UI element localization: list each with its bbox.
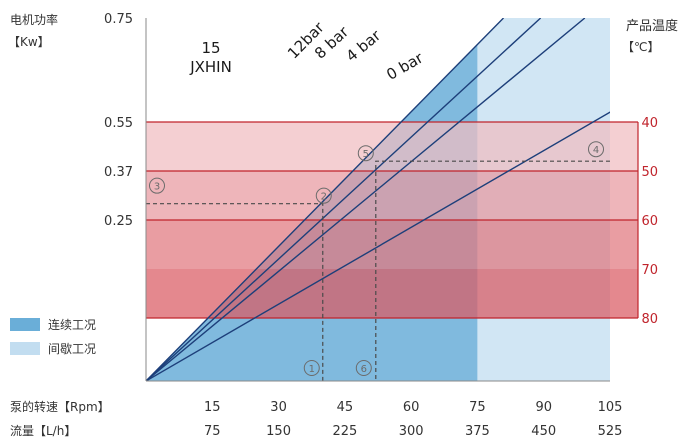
x-tick-rpm: 45 xyxy=(337,400,354,415)
right-tick-label: 50 xyxy=(641,165,658,180)
left-tick-label: 0.55 xyxy=(104,116,133,131)
annotation-marker-6 xyxy=(355,360,372,376)
left-tick-label: 0.25 xyxy=(104,214,133,229)
series-line-1 xyxy=(146,18,542,381)
annotation-label-1: 1 xyxy=(309,364,315,375)
x-tick-flow: 300 xyxy=(399,424,424,439)
x-tick-rpm: 60 xyxy=(403,400,420,415)
x-tick-rpm: 15 xyxy=(204,400,221,415)
annotation-label-6: 6 xyxy=(361,364,367,375)
guide-line-temperature xyxy=(375,160,610,381)
legend-label-1: 间歇工况 xyxy=(48,342,96,356)
right-tick-label: 40 xyxy=(641,116,658,131)
x-tick-rpm: 75 xyxy=(469,400,486,415)
right-axis-label-line-2: 【℃】 xyxy=(622,40,659,54)
x-tick-flow: 75 xyxy=(204,424,221,439)
x-tick-rpm: 90 xyxy=(535,400,552,415)
series-line-2 xyxy=(146,18,586,381)
annotation-marker-5 xyxy=(357,145,374,162)
annotation-marker-4 xyxy=(588,141,604,158)
right-tick-label: 70 xyxy=(641,263,658,278)
left-tick-label: 0.37 xyxy=(104,165,133,180)
annotation-marker-1 xyxy=(303,360,320,376)
left-tick-label: 0.75 xyxy=(104,12,133,27)
x-tick-flow: 375 xyxy=(465,424,490,439)
annotation-label-4: 4 xyxy=(593,145,599,156)
left-axis-label-line-2: 【Kw】 xyxy=(8,35,50,49)
legend-label-0: 连续工况 xyxy=(48,317,96,332)
series-line-3 xyxy=(146,111,610,381)
temp-band-70-80 xyxy=(146,269,638,318)
guide-line-power xyxy=(146,203,324,381)
x-axis-flow-label: 流量【L/h】 xyxy=(10,424,76,438)
x-axis-rpm-label: 泵的转速【Rpm】 xyxy=(10,399,110,414)
annotation-label-2: 2 xyxy=(321,192,327,203)
temp-band-50-60 xyxy=(146,171,638,220)
annotation-label-5: 5 xyxy=(363,149,369,160)
x-tick-rpm: 30 xyxy=(270,400,287,415)
left-axis-label-line-1: 电机功率 xyxy=(10,12,58,27)
legend-swatch-0 xyxy=(10,318,40,331)
legend-swatch-1 xyxy=(10,342,40,355)
x-tick-rpm: 105 xyxy=(598,400,623,415)
right-tick-label: 80 xyxy=(641,312,658,327)
x-tick-flow: 450 xyxy=(531,424,556,439)
chart-title-line-2: JXHIN xyxy=(189,58,232,76)
series-line-0 xyxy=(146,18,504,381)
chart-title-line-1: 15 xyxy=(201,39,220,57)
x-tick-flow: 525 xyxy=(598,424,623,439)
annotation-marker-2 xyxy=(315,187,332,204)
temp-band-40-50 xyxy=(146,122,638,171)
annotation-marker-3 xyxy=(149,177,165,194)
x-tick-flow: 225 xyxy=(332,424,357,439)
annotation-label-3: 3 xyxy=(154,182,160,193)
right-tick-label: 60 xyxy=(641,214,658,229)
temp-band-60-70 xyxy=(146,220,638,269)
right-axis-label-line-1: 产品温度 xyxy=(626,18,678,34)
x-tick-flow: 150 xyxy=(266,424,291,439)
